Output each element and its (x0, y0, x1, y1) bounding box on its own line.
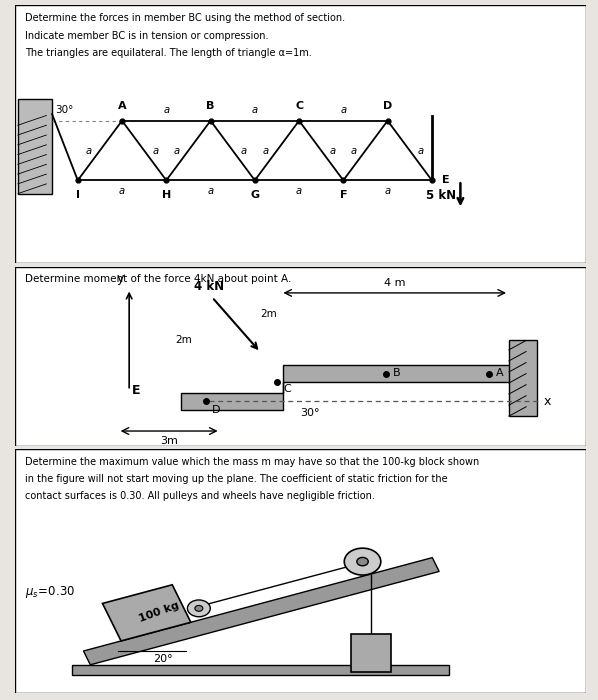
Text: Indicate member BC is in tension or compression.: Indicate member BC is in tension or comp… (25, 31, 269, 41)
Text: Determine moment of the force 4kN about point A.: Determine moment of the force 4kN about … (25, 274, 292, 284)
Text: a: a (351, 146, 357, 155)
Text: a: a (86, 146, 91, 155)
Text: F: F (340, 190, 347, 200)
Text: C: C (283, 384, 291, 394)
Text: I: I (76, 190, 80, 200)
Text: E: E (132, 384, 141, 397)
Text: a: a (418, 146, 424, 155)
Text: a: a (208, 186, 213, 196)
Text: B: B (206, 101, 215, 111)
Text: A: A (118, 101, 126, 111)
Text: a: a (119, 186, 125, 196)
Text: H: H (161, 190, 171, 200)
Text: contact surfaces is 0.30. All pulleys and wheels have negligible friction.: contact surfaces is 0.30. All pulleys an… (25, 491, 375, 500)
Polygon shape (102, 584, 191, 641)
Circle shape (195, 606, 203, 611)
Text: a: a (385, 186, 390, 196)
Text: 2m: 2m (175, 335, 192, 344)
Text: 100 kg: 100 kg (138, 600, 180, 624)
Text: a: a (152, 146, 158, 155)
Text: y: y (117, 272, 124, 286)
Text: 30°: 30° (55, 106, 74, 116)
Text: C: C (295, 101, 303, 111)
Text: Determine the forces in member BC using the method of section.: Determine the forces in member BC using … (25, 13, 346, 23)
Text: B: B (393, 368, 401, 378)
Polygon shape (181, 365, 512, 410)
Text: D: D (383, 101, 392, 111)
Bar (509, 340, 538, 416)
Text: a: a (252, 106, 258, 116)
Text: 20°: 20° (154, 654, 173, 664)
Text: 2m: 2m (261, 309, 277, 319)
Text: G: G (250, 190, 260, 200)
Text: a: a (340, 106, 346, 116)
Text: E: E (442, 175, 450, 186)
Circle shape (344, 548, 381, 575)
Circle shape (357, 557, 368, 566)
Text: a: a (241, 146, 247, 155)
Text: $\mu_s\!=\!0.30$: $\mu_s\!=\!0.30$ (25, 584, 75, 600)
Text: a: a (329, 146, 335, 155)
Text: in the figure will not start moving up the plane. The coefficient of static fric: in the figure will not start moving up t… (25, 474, 448, 484)
Bar (18, 99, 52, 194)
Polygon shape (84, 558, 439, 665)
Bar (351, 634, 391, 672)
Text: x: x (543, 395, 551, 408)
Text: m: m (365, 647, 377, 659)
Text: 3m: 3m (160, 436, 178, 446)
Text: a: a (296, 186, 302, 196)
Text: The triangles are equilateral. The length of triangle α=1m.: The triangles are equilateral. The lengt… (25, 48, 312, 58)
Text: A: A (496, 368, 504, 378)
Circle shape (187, 600, 210, 617)
Text: a: a (163, 106, 169, 116)
Text: 5 kN: 5 kN (426, 190, 456, 202)
Text: Determine the maximum value which the mass m may have so that the 100-kg block s: Determine the maximum value which the ma… (25, 457, 480, 467)
Text: D: D (212, 405, 221, 414)
Text: 30°: 30° (300, 409, 320, 419)
Polygon shape (72, 665, 450, 676)
Text: 4 kN: 4 kN (194, 280, 224, 293)
Text: a: a (174, 146, 180, 155)
Text: 4 m: 4 m (384, 278, 405, 288)
Text: a: a (263, 146, 269, 155)
